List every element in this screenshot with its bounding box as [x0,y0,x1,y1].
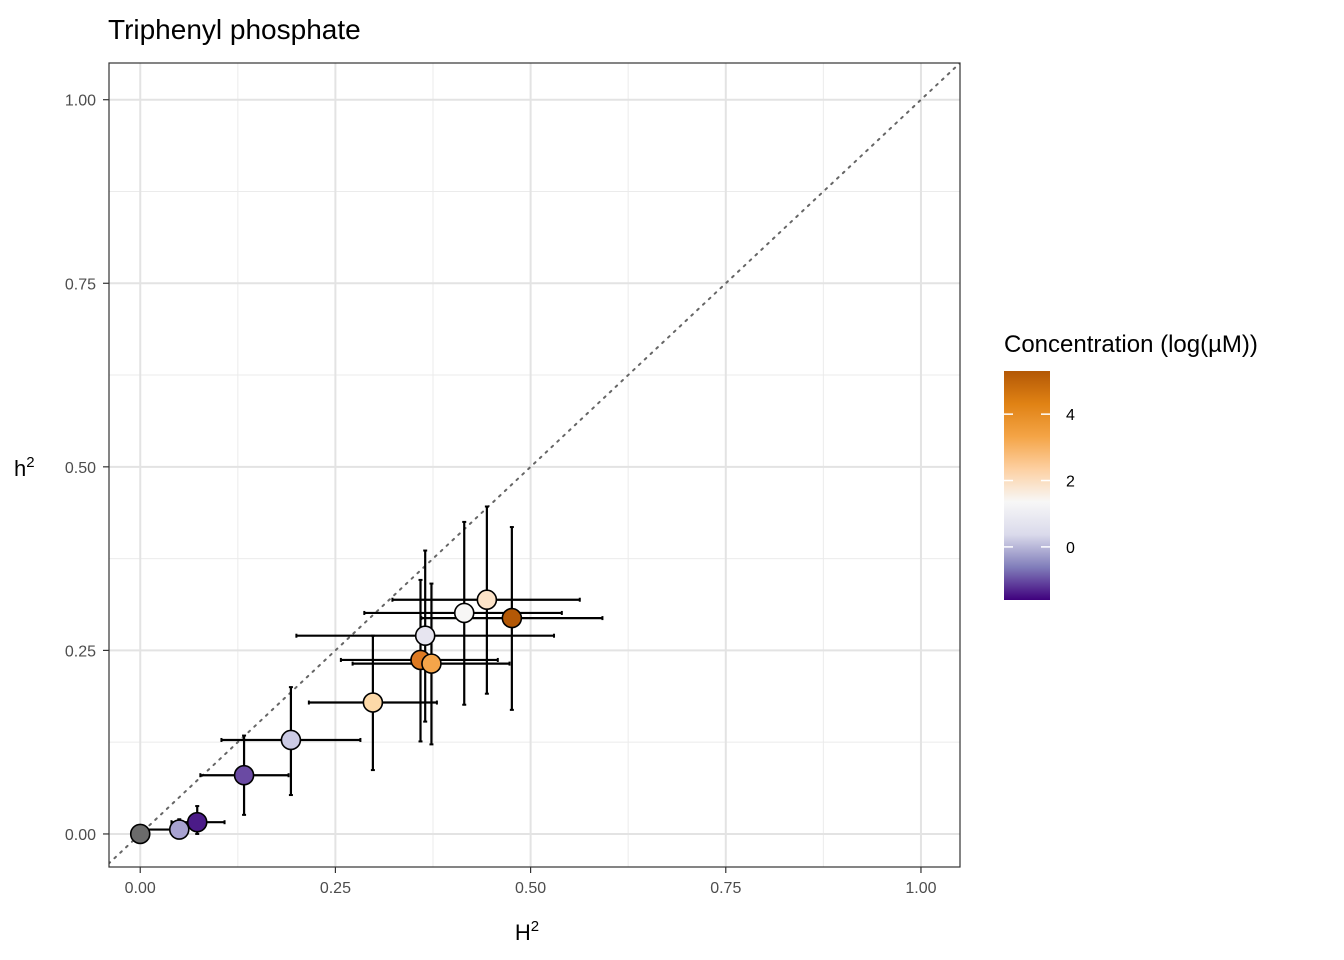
x-axis-title: H2 [515,918,539,945]
x-tick-label: 0.00 [125,880,156,897]
data-point [421,653,442,674]
data-point [476,589,498,611]
y-tick-label: 0.50 [65,460,96,477]
x-axis-title-superscript: 2 [531,918,539,935]
chart-title: Triphenyl phosphate [108,14,361,45]
data-point [414,625,436,647]
legend-title: Concentration (log(µM)) [1004,331,1258,358]
legend: Concentration (log(µM)) 0 2 4 [1004,331,1258,600]
y-axis-title-superscript: 2 [26,454,34,471]
legend-ticks: 0 2 4 [1004,407,1075,557]
data-point [501,607,523,629]
reference-line [109,63,960,865]
y-axis: 0.00 0.25 0.50 0.75 1.00 [65,93,109,844]
legend-colorbar [1004,371,1050,600]
x-axis-title-text: H [515,920,531,945]
grid-minor [109,63,960,867]
legend-tick-label: 0 [1066,540,1075,557]
y-tick-label: 0.75 [65,276,96,293]
legend-tick-label: 2 [1066,474,1075,491]
x-tick-label: 0.50 [515,880,546,897]
data-point [280,729,302,751]
data-point [362,692,384,713]
x-tick-label: 1.00 [905,880,936,897]
data-point [129,823,151,845]
y-tick-label: 0.00 [65,827,96,844]
data-point [168,819,190,840]
legend-tick-label: 4 [1066,407,1075,424]
y-axis-title-text: h [14,456,26,481]
plot-border [108,62,961,868]
y-tick-label: 0.25 [65,643,96,660]
y-tick-label: 1.00 [65,93,96,110]
plot-background [109,63,960,867]
reference-line-layer [109,63,960,865]
x-axis: 0.00 0.25 0.50 0.75 1.00 [125,867,937,897]
y-axis-title: h2 [14,454,35,481]
data-point [186,811,208,833]
grid-major [109,63,960,867]
data-points [129,589,523,845]
data-point [453,602,475,624]
x-tick-label: 0.25 [320,880,351,897]
data-point [233,764,255,786]
x-tick-label: 0.75 [710,880,741,897]
